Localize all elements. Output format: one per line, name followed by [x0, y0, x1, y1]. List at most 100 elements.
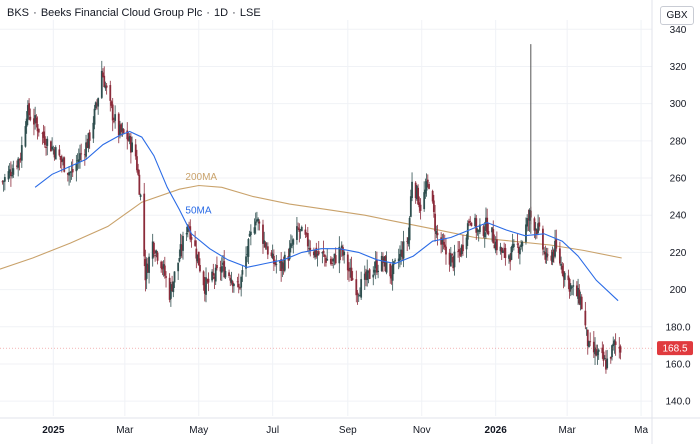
candle-body: [156, 252, 159, 261]
candle-body: [603, 358, 606, 360]
candle-body: [356, 292, 359, 295]
candle-body: [619, 346, 622, 353]
x-tick-label: Mar: [559, 425, 577, 436]
candle-body: [230, 279, 233, 283]
candle-body: [485, 217, 487, 231]
candle-body: [555, 239, 558, 249]
candle-body: [543, 251, 546, 253]
candle-body: [561, 265, 564, 274]
candle-body: [342, 247, 344, 256]
candle-body: [346, 254, 349, 271]
candle-body: [264, 242, 267, 248]
candles-series: [1, 44, 622, 374]
candle-body: [1, 181, 4, 183]
candle-body: [136, 156, 138, 171]
y-axis[interactable]: 340 320 300 280 260 240 220 200 180.0 160.0 140.0: [665, 25, 690, 408]
candle-body: [402, 241, 405, 259]
candle-body: [129, 136, 132, 153]
candle-body: [569, 285, 572, 290]
candle-body: [580, 296, 583, 310]
candle-body: [329, 258, 332, 264]
candle-body: [131, 142, 133, 152]
candle-body: [592, 341, 595, 353]
candle-body: [299, 229, 302, 231]
currency-button[interactable]: GBX: [660, 6, 694, 25]
candle-body: [249, 231, 252, 236]
candle-body: [618, 347, 621, 349]
candle-body: [246, 254, 249, 255]
ticker-symbol: BKS: [7, 7, 30, 19]
candle-body: [612, 343, 615, 347]
candle-body: [601, 347, 604, 354]
candle-body: [248, 233, 251, 237]
candle-body: [511, 244, 514, 248]
candle-body: [172, 281, 175, 293]
candle-body: [462, 244, 464, 252]
candle-body: [100, 70, 103, 98]
candle-body: [2, 181, 5, 182]
candle-body: [367, 270, 370, 273]
candle-body: [45, 146, 47, 148]
candle-body: [609, 356, 612, 359]
candle-body: [425, 181, 428, 191]
candle-body: [606, 358, 609, 368]
candle-body: [17, 158, 20, 168]
candle-body: [29, 116, 32, 120]
ma50-line: [34, 130, 619, 302]
candle-body: [194, 240, 197, 246]
candle-body: [241, 270, 244, 275]
x-axis[interactable]: 2025 Mar May Jul Sep Nov 2026 Mar Ma: [42, 425, 648, 436]
candle-body: [443, 244, 446, 248]
candle-body: [168, 277, 171, 300]
ma-annotation: 50MA: [185, 205, 211, 216]
candle-body: [300, 226, 303, 232]
candle-body: [545, 253, 548, 258]
candle-body: [283, 254, 286, 271]
candle-body: [232, 283, 235, 287]
candle-body: [46, 138, 49, 146]
candle-body: [62, 159, 64, 162]
candle-body: [419, 204, 422, 211]
candle-body: [359, 295, 361, 297]
candle-body: [103, 75, 106, 88]
candle-body: [428, 184, 430, 189]
candle-body: [508, 255, 510, 259]
candle-body: [409, 196, 412, 217]
candle-body: [59, 155, 62, 160]
candle-body: [309, 247, 312, 251]
candle-body: [333, 253, 336, 259]
candle-body: [298, 228, 301, 232]
candle-body: [41, 132, 44, 134]
title-separator: ·: [232, 7, 236, 19]
candle-body: [19, 157, 22, 161]
candle-body: [262, 224, 264, 244]
candle-body: [452, 256, 455, 269]
candle-body: [538, 222, 541, 227]
candle-body: [205, 277, 207, 295]
candle-body: [401, 250, 404, 257]
y-tick-label: 220: [670, 248, 687, 259]
candle-body: [453, 251, 456, 268]
candle-body: [76, 160, 79, 162]
y-tick-label: 160.0: [665, 359, 690, 370]
candle-body: [512, 243, 515, 248]
candle-body: [460, 245, 463, 254]
candle-body: [494, 241, 497, 251]
candle-body: [28, 103, 30, 116]
candle-body: [216, 265, 218, 269]
candle-body: [339, 249, 342, 251]
candle-body: [491, 227, 493, 233]
candle-body: [69, 172, 72, 174]
candle-body: [418, 202, 421, 208]
candle-body: [93, 108, 96, 125]
candle-body: [475, 218, 478, 233]
candle-body: [63, 157, 66, 172]
candle-body: [373, 269, 376, 273]
candle-body: [26, 105, 29, 120]
candle-body: [503, 249, 506, 251]
candle-body: [121, 128, 124, 131]
candle-body: [212, 272, 215, 276]
x-tick-label: May: [189, 425, 208, 436]
candle-body: [458, 249, 461, 252]
